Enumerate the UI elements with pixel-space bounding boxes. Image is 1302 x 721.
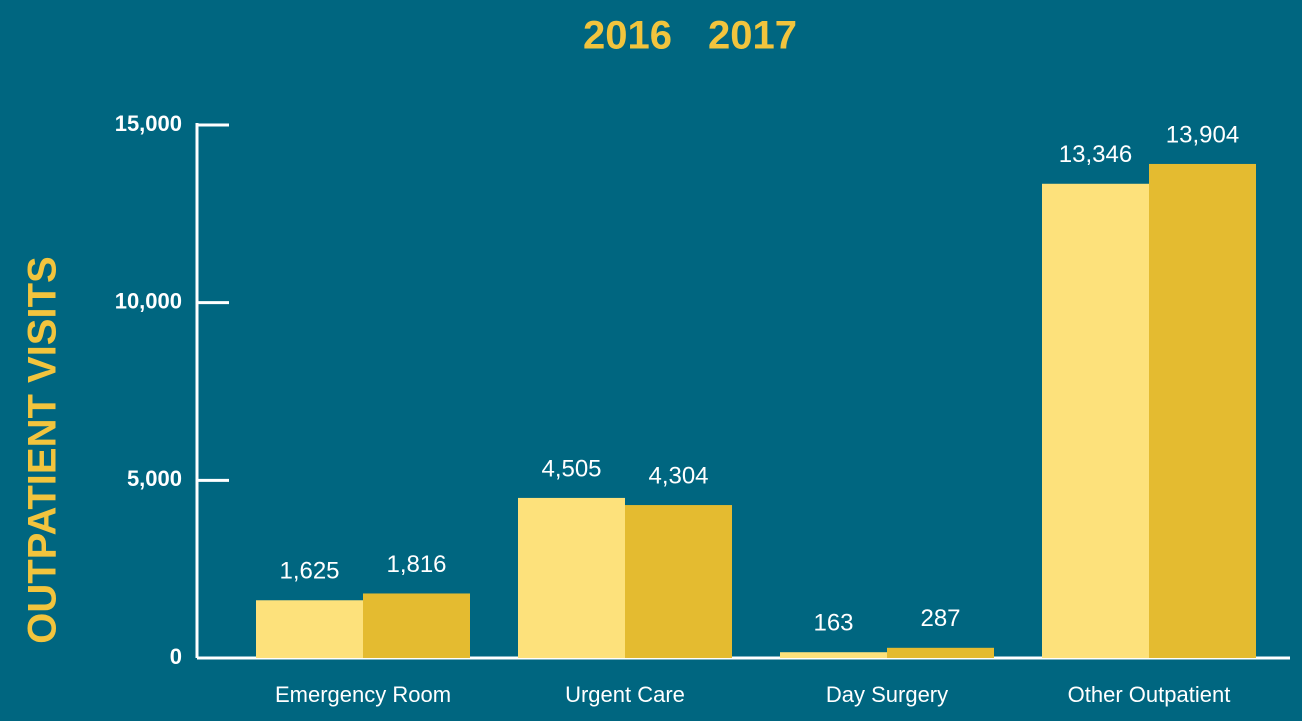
bar bbox=[1042, 183, 1149, 658]
bar bbox=[887, 647, 994, 658]
value-label: 1,625 bbox=[279, 558, 339, 585]
bar bbox=[780, 652, 887, 658]
y-axis-label: OUTPATIENT VISITS bbox=[21, 256, 65, 643]
bar bbox=[256, 600, 363, 658]
y-tick-label: 0 bbox=[170, 644, 182, 669]
bar bbox=[518, 497, 625, 658]
legend-label: 2017 bbox=[708, 14, 797, 58]
legend-label: 2016 bbox=[583, 14, 672, 58]
value-label: 163 bbox=[813, 610, 853, 637]
value-label: 13,346 bbox=[1059, 141, 1132, 168]
y-tick-label: 10,000 bbox=[115, 288, 182, 313]
value-label: 287 bbox=[920, 605, 960, 632]
bar bbox=[625, 505, 732, 658]
value-label: 4,304 bbox=[648, 462, 708, 489]
y-tick-label: 5,000 bbox=[127, 466, 182, 491]
x-tick-label: Urgent Care bbox=[565, 682, 685, 707]
bar bbox=[1149, 163, 1256, 659]
x-tick-label: Emergency Room bbox=[275, 682, 451, 707]
y-tick-label: 15,000 bbox=[115, 111, 182, 136]
value-label: 13,904 bbox=[1166, 121, 1239, 148]
bar bbox=[363, 593, 470, 658]
value-label: 4,505 bbox=[541, 455, 601, 482]
x-tick-label: Other Outpatient bbox=[1068, 682, 1231, 707]
x-tick-label: Day Surgery bbox=[826, 682, 948, 707]
value-label: 1,816 bbox=[386, 551, 446, 578]
